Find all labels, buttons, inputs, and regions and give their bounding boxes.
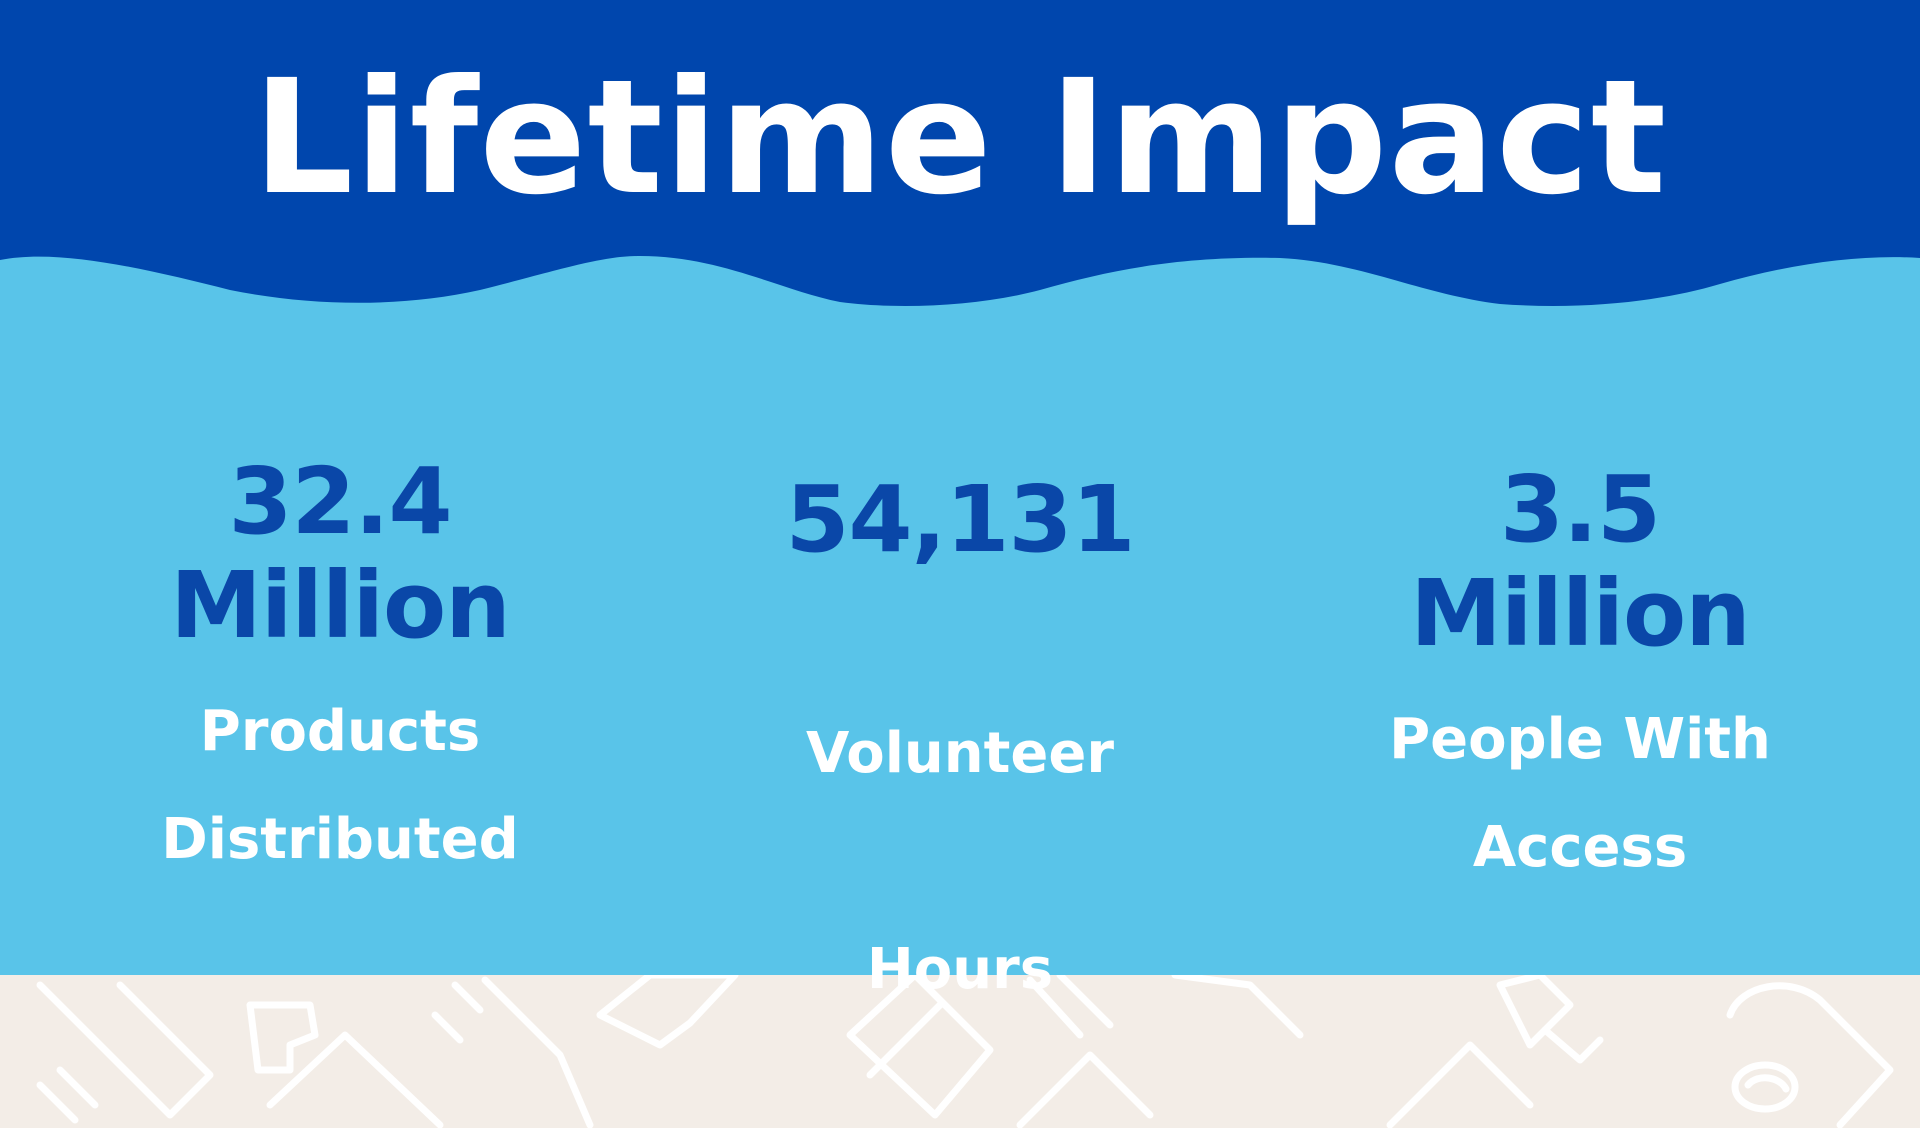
stat-products-distributed: 32.4 Million Products Distributed [140, 450, 540, 874]
razor-icon [1171, 975, 1534, 1128]
stat-label-line2: Access [1472, 815, 1688, 880]
stat-value-line1: 54,131 [785, 466, 1135, 573]
stat-value-line1: 3.5 [1500, 456, 1661, 563]
stat-label-line1: People With [1389, 707, 1771, 772]
toilet-paper-icon [1726, 982, 1894, 1128]
stat-people-with-access: 3.5 Million People With Access [1370, 458, 1790, 882]
toothpaste-icon [246, 1001, 444, 1128]
hygiene-products-pattern [36, 975, 1894, 1128]
stats-panel [0, 358, 1920, 975]
razor-icon [431, 976, 594, 1128]
stat-value-line2: Million [170, 552, 510, 659]
stat-value-line1: 32.4 [228, 448, 453, 555]
header-banner: Lifetime Impact [0, 0, 1920, 340]
stat-label-line1: Volunteer [805, 721, 1115, 786]
wave-divider [0, 256, 1920, 360]
stat-value-line2: Million [1410, 560, 1750, 667]
stat-label-line1: Products [199, 699, 481, 764]
toothbrush-icon [1016, 975, 1154, 1128]
stat-label-line2: Distributed [161, 807, 519, 872]
stat-volunteer-hours: 54,131 Volunteer Hours [760, 468, 1160, 1004]
toothbrush-icon [36, 981, 214, 1124]
page-title: Lifetime Impact [252, 46, 1668, 230]
toothpaste-icon [1496, 975, 1604, 1064]
soap-bar-icon [596, 975, 994, 1119]
